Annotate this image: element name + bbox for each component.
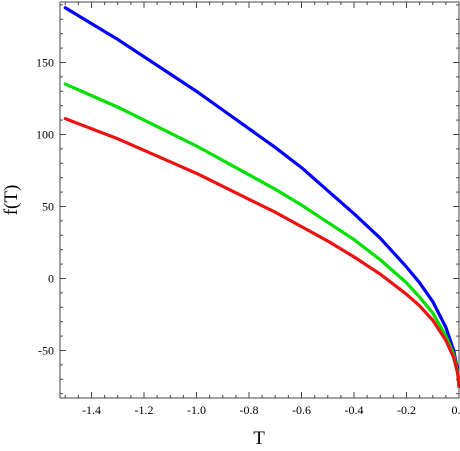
ticks: -1.4 -1.2 -1.0 -0.8 -0.6 -0.4 -0.2 0.0 -50 0 50 100… — [36, 2, 460, 417]
x-axis-title: T — [253, 428, 265, 449]
y-tick-label: 150 — [36, 55, 54, 69]
x-tick-label: -1.0 — [187, 403, 206, 417]
y-tick-label: 0 — [48, 271, 54, 285]
series-line-2 — [63, 82, 460, 389]
x-tick-label: -1.2 — [135, 403, 154, 417]
series-line-1 — [63, 6, 460, 389]
x-tick-label: -1.4 — [82, 403, 101, 417]
y-tick-label: 50 — [42, 199, 54, 213]
x-tick-label: -0.8 — [240, 403, 259, 417]
series-group — [63, 6, 460, 389]
x-tick-label: 0.0 — [452, 403, 460, 417]
plot-frame — [59, 1, 460, 399]
x-tick-label: -0.6 — [292, 403, 311, 417]
series-line-3 — [63, 117, 460, 389]
x-tick-label: -0.4 — [345, 403, 364, 417]
x-tick-label: -0.2 — [397, 403, 416, 417]
y-axis-title: f(T) — [1, 185, 22, 216]
y-tick-label: -50 — [38, 343, 54, 357]
y-tick-label: 100 — [36, 127, 54, 141]
